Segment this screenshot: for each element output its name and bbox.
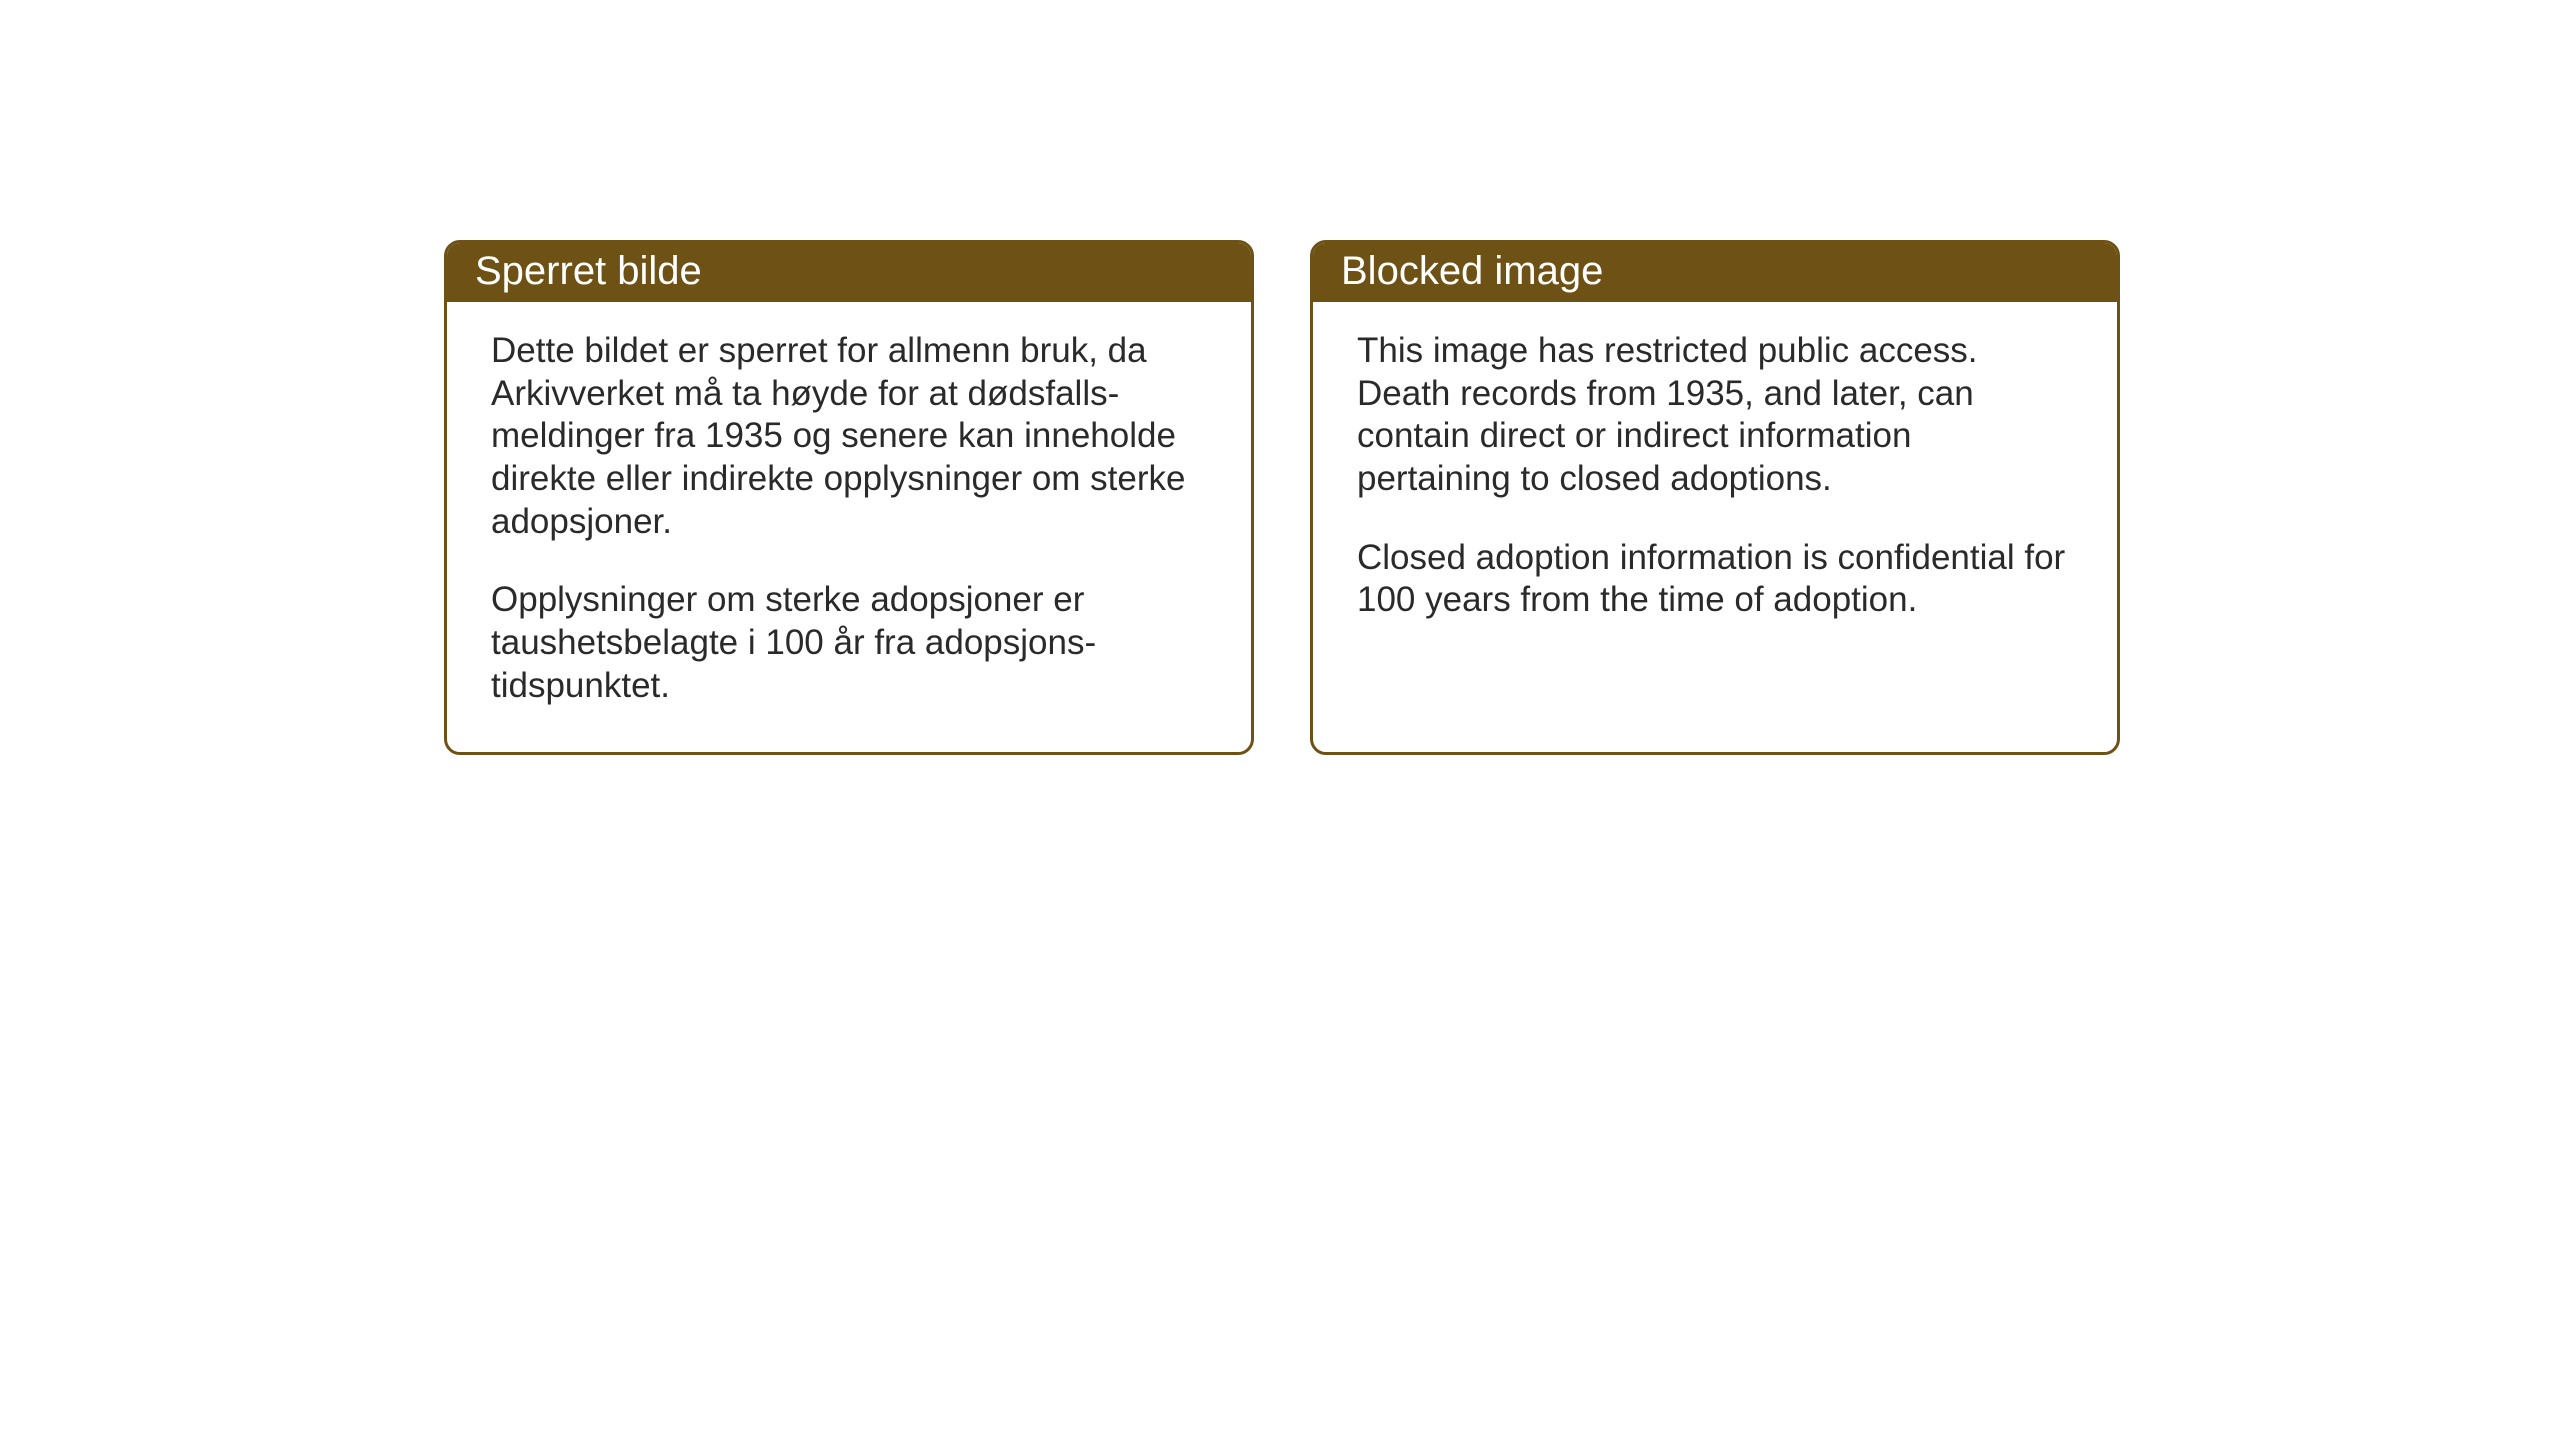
notice-header-english: Blocked image [1313,243,2117,302]
notice-title-english: Blocked image [1341,249,1603,293]
notice-paragraph-1-english: This image has restricted public access.… [1357,330,2073,501]
notice-body-english: This image has restricted public access.… [1313,302,2117,666]
notice-paragraph-2-norwegian: Opplysninger om sterke adopsjoner er tau… [491,579,1207,707]
notice-box-english: Blocked image This image has restricted … [1310,240,2120,755]
notice-body-norwegian: Dette bildet er sperret for allmenn bruk… [447,302,1251,752]
notice-header-norwegian: Sperret bilde [447,243,1251,302]
notice-paragraph-2-english: Closed adoption information is confident… [1357,537,2073,622]
notice-box-norwegian: Sperret bilde Dette bildet er sperret fo… [444,240,1254,755]
notice-container: Sperret bilde Dette bildet er sperret fo… [444,240,2120,755]
notice-paragraph-1-norwegian: Dette bildet er sperret for allmenn bruk… [491,330,1207,543]
notice-title-norwegian: Sperret bilde [475,249,702,293]
